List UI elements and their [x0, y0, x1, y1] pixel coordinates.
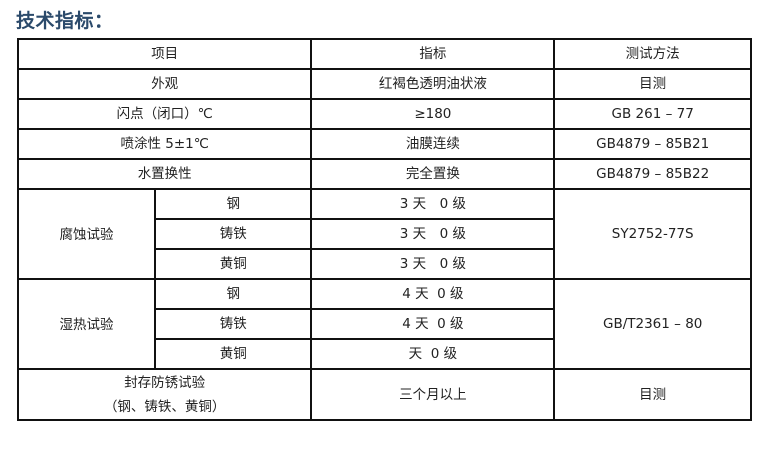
technical-spec-table: 项目 指标 测试方法 外观 红褐色透明油状液 目测 闪点（闭口）℃ ≥180 G…	[16, 38, 752, 421]
table-row: 铸铁 4 天 0 级	[18, 308, 751, 340]
cell-value: 油膜连续	[310, 128, 556, 160]
table-header-row: 项目 指标 测试方法	[16, 38, 752, 70]
header-item: 项目	[16, 38, 313, 70]
cell-value: 4 天 0 级	[310, 308, 556, 340]
cell-metal: 钢	[154, 278, 313, 310]
cell-value: 三个月以上	[310, 368, 556, 421]
cell-value: 3 天 0 级	[310, 248, 556, 280]
cell-metal: 钢	[154, 188, 313, 220]
cell-method: 目测	[553, 68, 752, 100]
table-row: 水置换性 完全置换 GB4879 – 85B22	[16, 158, 752, 190]
cell-method: GB4879 – 85B22	[553, 158, 752, 190]
cell-method: GB 261 – 77	[553, 98, 752, 130]
header-value: 指标	[310, 38, 556, 70]
cell-value: 4 天 0 级	[310, 278, 556, 310]
table-row: 铸铁 3 天 0 级	[18, 218, 751, 250]
cell-value: 红褐色透明油状液	[310, 68, 556, 100]
table-row: 腐蚀试验 钢 3 天 0 级 SY2752-77S	[16, 188, 752, 280]
table-row: 黄铜 3 天 0 级	[18, 248, 751, 280]
cell-value: ≥180	[310, 98, 556, 130]
cell-group-method: GB/T2361 – 80	[553, 278, 752, 370]
cell-item: 水置换性	[16, 158, 313, 190]
table-row: 闪点（闭口）℃ ≥180 GB 261 – 77	[16, 98, 752, 130]
cell-value: 3 天 0 级	[310, 188, 556, 220]
cell-metal: 黄铜	[154, 248, 313, 280]
cell-group-item: 湿热试验	[16, 278, 157, 370]
cell-method: 目测	[553, 368, 752, 421]
cell-value: 完全置换	[310, 158, 556, 190]
cell-item: 闪点（闭口）℃	[16, 98, 313, 130]
table-row: 湿热试验 钢 4 天 0 级 GB/T2361 – 80	[16, 278, 752, 370]
cell-item-line1: 封存防锈试验	[124, 374, 206, 391]
table-row: 封存防锈试验 （钢、铸铁、黄铜） 三个月以上 目测	[16, 368, 752, 421]
cell-metal: 铸铁	[154, 308, 313, 340]
section-title: 技术指标：	[16, 10, 114, 32]
cell-item: 外观	[16, 68, 313, 100]
table-row: 喷涂性 5±1℃ 油膜连续 GB4879 – 85B21	[16, 128, 752, 160]
header-method: 测试方法	[553, 38, 752, 70]
cell-metal: 黄铜	[154, 338, 313, 370]
cell-item-line2: （钢、铸铁、黄铜）	[103, 398, 226, 415]
cell-metal: 铸铁	[154, 218, 313, 250]
cell-group-method: SY2752-77S	[553, 188, 752, 280]
cell-item: 喷涂性 5±1℃	[16, 128, 313, 160]
table-row: 外观 红褐色透明油状液 目测	[16, 68, 752, 100]
cell-method: GB4879 – 85B21	[553, 128, 752, 160]
cell-value: 3 天 0 级	[310, 218, 556, 250]
cell-group-item: 腐蚀试验	[16, 188, 157, 280]
cell-item: 封存防锈试验 （钢、铸铁、黄铜）	[16, 368, 313, 421]
cell-value: 天 0 级	[310, 338, 556, 370]
table-row: 黄铜 天 0 级	[18, 338, 751, 370]
